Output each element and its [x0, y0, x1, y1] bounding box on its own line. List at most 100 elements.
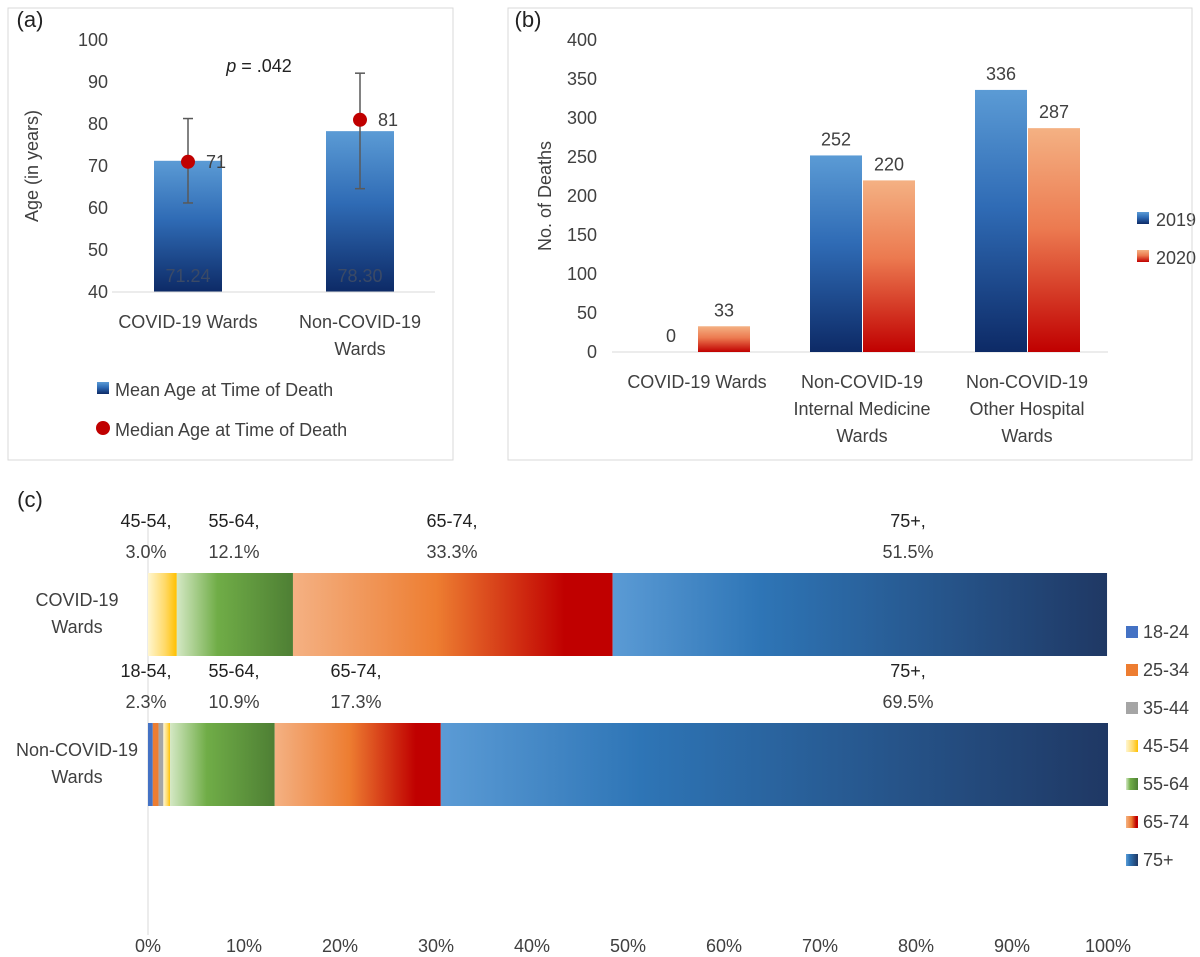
- x-category-label: COVID-19 Wards: [118, 312, 257, 332]
- y-tick-label: 200: [567, 186, 597, 206]
- legend-label-2019: 2019: [1156, 210, 1196, 230]
- x-tick-label: 20%: [322, 936, 358, 956]
- x-category-label: Non-COVID-19: [299, 312, 421, 332]
- legend-marker-median: [96, 421, 110, 435]
- y-tick-label: 250: [567, 147, 597, 167]
- panel-b-border: [507, 7, 1193, 461]
- x-category-label: Other Hospital: [969, 399, 1084, 419]
- p-symbol: p: [225, 56, 236, 76]
- bar-data-label: 71.24: [165, 266, 210, 286]
- median-data-label: 81: [378, 110, 398, 130]
- chart-panel-c: (c) 0% 10% 20% 30% 40% 50% 60% 70% 80% 90% 100% COVI…: [16, 487, 1189, 956]
- panel-a-border: [7, 7, 454, 461]
- segment-label-percent: 10.9%: [208, 692, 259, 712]
- chart-panel-a: (a) 40 50 60 70 80 90 100 Age (in years) 71.24 71 7…: [7, 7, 454, 461]
- y-category-label: Non-COVID-19: [16, 740, 138, 760]
- legend-label-45-54: 45-54: [1143, 736, 1189, 756]
- segment-label-group: 75+,: [890, 511, 926, 531]
- x-tick-label: 10%: [226, 936, 262, 956]
- segment-65-74: [274, 723, 441, 806]
- y-axis-label: Age (in years): [22, 110, 42, 222]
- x-category-label: Wards: [334, 339, 385, 359]
- segment-label-percent: 2.3%: [125, 692, 166, 712]
- y-tick-label: 300: [567, 108, 597, 128]
- p-value-annotation: p = .042: [225, 56, 292, 76]
- bar-data-label: 220: [874, 154, 904, 174]
- y-tick-label: 50: [88, 240, 108, 260]
- y-category-label: Wards: [51, 617, 102, 637]
- y-category-label: Wards: [51, 767, 102, 787]
- legend-label-55-64: 55-64: [1143, 774, 1189, 794]
- y-tick-label: 50: [577, 303, 597, 323]
- legend-label-35-44: 35-44: [1143, 698, 1189, 718]
- y-tick-label: 90: [88, 72, 108, 92]
- legend-swatch-55-64: [1126, 778, 1138, 790]
- segment-65-74: [292, 573, 613, 656]
- x-tick-label: 100%: [1085, 936, 1131, 956]
- legend-swatch-2019: [1137, 212, 1149, 224]
- x-category-label: Wards: [836, 426, 887, 446]
- legend-label-65-74: 65-74: [1143, 812, 1189, 832]
- legend-label-75+: 75+: [1143, 850, 1174, 870]
- x-category-label: Non-COVID-19: [966, 372, 1088, 392]
- legend-label-mean: Mean Age at Time of Death: [115, 380, 333, 400]
- segment-label-group: 75+,: [890, 661, 926, 681]
- segment-label-group: 65-74,: [330, 661, 381, 681]
- segment-75+: [440, 723, 1108, 806]
- legend-swatch-65-74: [1126, 816, 1138, 828]
- segment-55-64: [170, 723, 275, 806]
- x-tick-label: 70%: [802, 936, 838, 956]
- x-tick-label: 40%: [514, 936, 550, 956]
- segment-label-group: 45-54,: [120, 511, 171, 531]
- y-tick-label: 60: [88, 198, 108, 218]
- y-category-label: COVID-19: [35, 590, 118, 610]
- bar-2020: [863, 180, 915, 352]
- x-category-label: Non-COVID-19: [801, 372, 923, 392]
- legend-label-25-34: 25-34: [1143, 660, 1189, 680]
- bar-2019: [975, 89, 1027, 353]
- x-tick-label: 80%: [898, 936, 934, 956]
- segment-25-34: [152, 723, 159, 806]
- segment-label-percent: 33.3%: [426, 542, 477, 562]
- bar-2020: [698, 326, 750, 352]
- bar-data-label: 33: [714, 300, 734, 320]
- bar-data-label: 78.30: [337, 266, 382, 286]
- x-tick-label: 90%: [994, 936, 1030, 956]
- y-tick-label: 40: [88, 282, 108, 302]
- bar-data-label: 287: [1039, 102, 1069, 122]
- y-axis-label: No. of Deaths: [535, 141, 555, 251]
- segment-35-44: [158, 723, 164, 806]
- y-tick-label: 80: [88, 114, 108, 134]
- segment-label-percent: 69.5%: [882, 692, 933, 712]
- segment-label-group: 55-64,: [208, 661, 259, 681]
- x-category-label: Internal Medicine: [793, 399, 930, 419]
- median-point: [181, 154, 195, 169]
- segment-label-percent: 12.1%: [208, 542, 259, 562]
- segment-45-54: [148, 573, 177, 656]
- x-tick-label: 30%: [418, 936, 454, 956]
- x-tick-label: 50%: [610, 936, 646, 956]
- x-tick-label: 0%: [135, 936, 161, 956]
- segment-55-64: [176, 573, 293, 656]
- legend-swatch-2020: [1137, 250, 1149, 262]
- segment-45-54: [163, 723, 171, 806]
- chart-panel-b: (b) 0 50 100 150 200 250 300 350 400 No. of Deaths…: [507, 7, 1196, 461]
- bar-data-label: 0: [666, 326, 676, 346]
- legend-swatch-mean: [97, 382, 109, 394]
- bar-2019: [810, 155, 862, 352]
- legend-label-median: Median Age at Time of Death: [115, 420, 347, 440]
- x-category-label: COVID-19 Wards: [627, 372, 766, 392]
- segment-label-percent: 51.5%: [882, 542, 933, 562]
- y-tick-label: 350: [567, 69, 597, 89]
- bar-2020: [1028, 128, 1080, 352]
- x-category-label: Wards: [1001, 426, 1052, 446]
- segment-label-group: 55-64,: [208, 511, 259, 531]
- legend-swatch-75+: [1126, 854, 1138, 866]
- panel-label: (c): [17, 487, 43, 512]
- panel-label: (a): [17, 7, 44, 32]
- legend-swatch-25-34: [1126, 664, 1138, 676]
- y-tick-label: 150: [567, 225, 597, 245]
- legend-swatch-45-54: [1126, 740, 1138, 752]
- legend-label-2020: 2020: [1156, 248, 1196, 268]
- y-tick-label: 100: [567, 264, 597, 284]
